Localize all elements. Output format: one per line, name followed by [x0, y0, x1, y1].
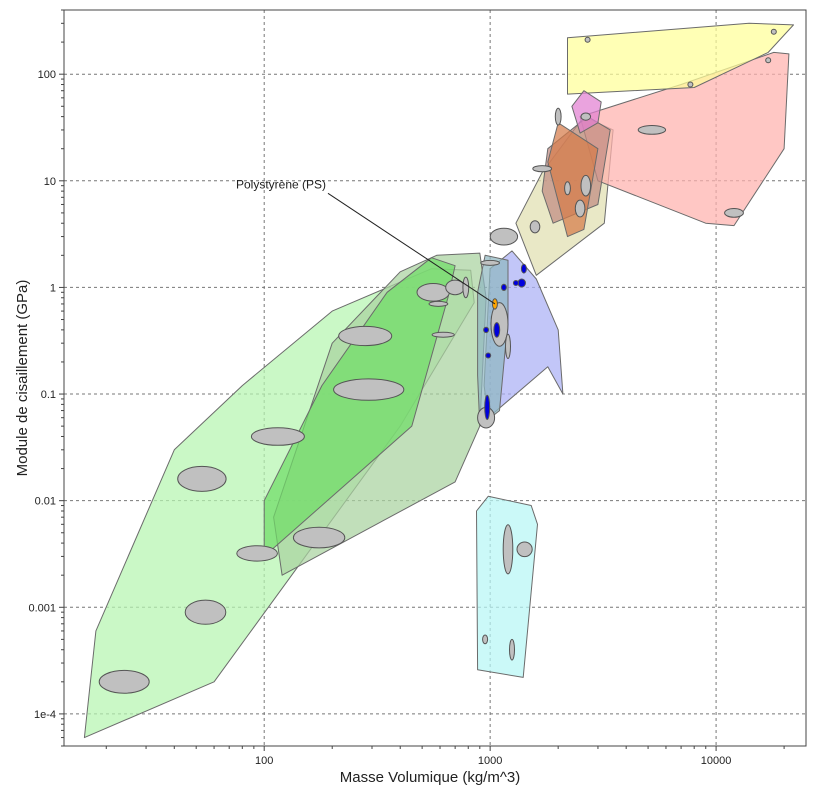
material-bubble[interactable]	[338, 325, 393, 347]
material-bubble[interactable]	[687, 81, 694, 88]
material-bubble[interactable]	[517, 278, 527, 288]
material-bubble[interactable]	[416, 283, 450, 302]
material-bubble[interactable]	[431, 331, 455, 338]
material-bubble[interactable]	[564, 181, 571, 196]
x-tick-label: 10000	[701, 755, 732, 767]
annotation-leader-line	[327, 192, 496, 305]
material-bubble[interactable]	[637, 124, 667, 135]
material-envelope	[571, 90, 602, 134]
material-bubble[interactable]	[580, 112, 592, 121]
material-bubble[interactable]	[184, 599, 227, 625]
material-bubble[interactable]	[493, 322, 501, 338]
material-bubble[interactable]	[98, 669, 150, 694]
material-envelope	[579, 51, 790, 227]
material-bubble[interactable]	[580, 174, 592, 197]
material-envelope	[263, 257, 456, 557]
y-axis-label: Module de cisaillement (GPa)	[14, 280, 31, 477]
material-bubble[interactable]	[177, 465, 227, 492]
y-tick-label: 0.1	[41, 389, 56, 401]
material-bubble[interactable]	[500, 283, 507, 291]
material-bubble[interactable]	[554, 107, 562, 126]
material-bubble[interactable]	[292, 526, 346, 549]
material-bubble[interactable]	[484, 394, 491, 420]
y-tick-label: 100	[38, 69, 56, 81]
y-tick-label: 0.01	[35, 496, 56, 508]
x-tick-label: 100	[255, 755, 273, 767]
material-envelope	[476, 495, 538, 678]
material-bubble[interactable]	[428, 300, 449, 307]
material-bubble[interactable]	[584, 36, 591, 43]
material-bubble[interactable]	[489, 227, 519, 246]
material-bubble[interactable]	[520, 263, 527, 274]
material-envelope	[567, 22, 794, 95]
material-bubble[interactable]	[250, 427, 305, 446]
y-tick-label: 10	[44, 176, 56, 188]
y-tick-label: 0.001	[28, 602, 56, 614]
material-bubble[interactable]	[236, 545, 278, 562]
material-bubble[interactable]	[483, 326, 490, 334]
material-bubble[interactable]	[485, 352, 492, 359]
x-axis-ticks: 100 1000 10000	[105, 746, 785, 767]
material-bubble[interactable]	[516, 541, 533, 558]
y-tick-label: 1	[50, 282, 56, 294]
y-axis-ticks: 1e-4 0.001 0.01 0.1 1 10 100	[28, 9, 64, 747]
y-tick-label: 1e-4	[34, 709, 56, 721]
material-bubble[interactable]	[512, 280, 519, 286]
annotations: Polystyrène (PS)	[236, 177, 496, 305]
material-bubble[interactable]	[505, 333, 511, 359]
material-bubble[interactable]	[480, 259, 501, 266]
material-bubbles	[98, 28, 777, 694]
material-bubble[interactable]	[532, 165, 553, 173]
x-axis-label: Masse Volumique (kg/m^3)	[340, 769, 520, 786]
material-bubble[interactable]	[502, 524, 514, 575]
annotation-label: Polystyrène (PS)	[236, 177, 326, 191]
material-bubble[interactable]	[529, 220, 541, 234]
x-tick-label: 1000	[478, 755, 502, 767]
material-bubble[interactable]	[724, 208, 744, 218]
material-bubble[interactable]	[509, 638, 515, 661]
material-bubble[interactable]	[574, 199, 586, 218]
material-bubble[interactable]	[770, 28, 777, 35]
plot-frame	[63, 9, 807, 747]
material-bubble[interactable]	[333, 378, 405, 401]
material-bubble[interactable]	[482, 634, 489, 645]
material-bubble[interactable]	[765, 57, 772, 64]
material-bubble[interactable]	[462, 276, 470, 299]
